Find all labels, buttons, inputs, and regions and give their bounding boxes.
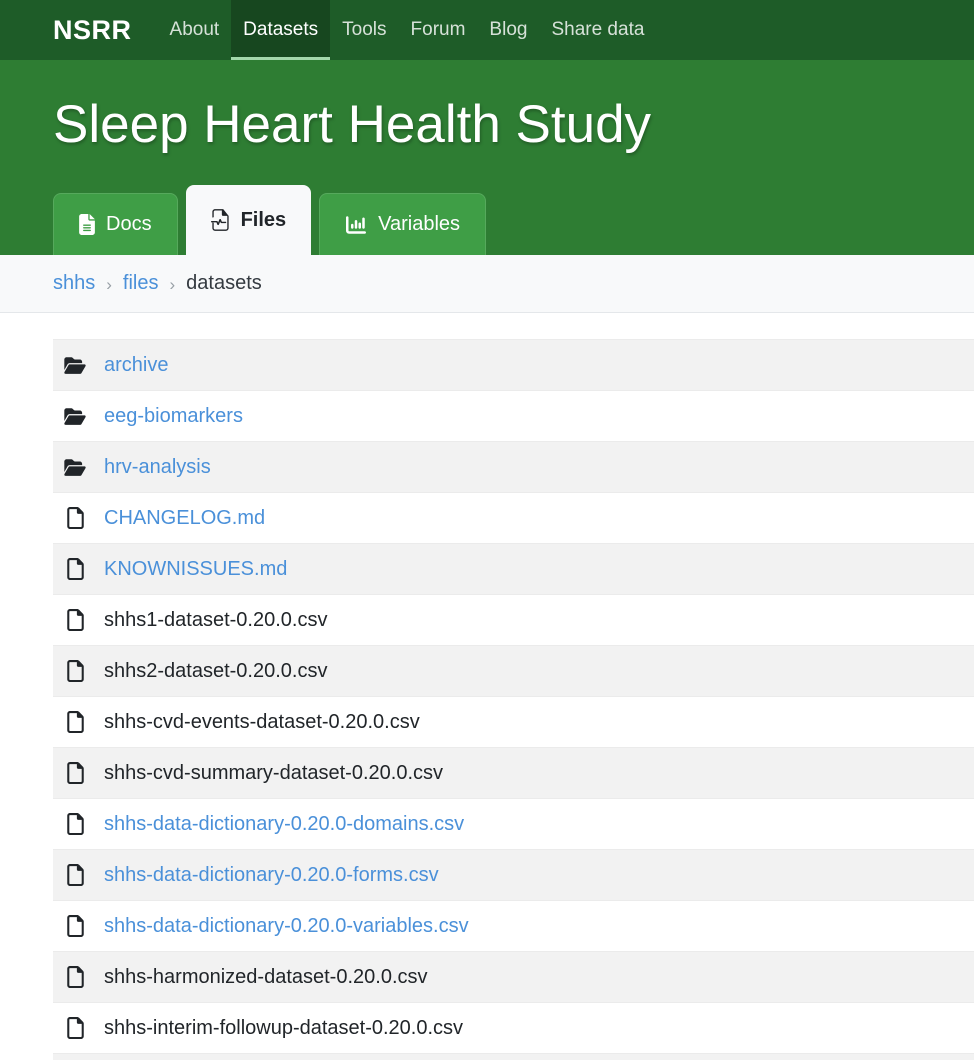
top-navbar: NSRR About Datasets Tools Forum Blog Sha… — [0, 0, 974, 60]
file-name[interactable]: eeg-biomarkers — [104, 404, 243, 427]
nav-item[interactable]: Datasets — [231, 0, 331, 60]
file-name[interactable]: shhs-data-dictionary-0.20.0-domains.csv — [104, 812, 465, 835]
file-icon — [66, 660, 84, 682]
file-name: shhs-harmonized-dataset-0.20.0.csv — [104, 965, 428, 988]
file-icon — [66, 507, 84, 529]
file-row[interactable]: archive — [53, 340, 974, 391]
dataset-tabs: Docs Files Variables — [53, 185, 487, 255]
file-icon — [66, 711, 84, 733]
tab-variables[interactable]: Variables — [319, 193, 487, 255]
breadcrumb: shhs › files › datasets — [0, 255, 974, 313]
tab-files[interactable]: Files — [185, 185, 312, 255]
chart-column-icon — [345, 215, 367, 235]
file-row: shhs-harmonized-dataset-0.20.0.csv — [53, 952, 974, 1003]
folder-open-icon — [63, 458, 87, 477]
nav-item[interactable]: Tools — [342, 19, 387, 40]
folder-open-icon — [63, 407, 87, 426]
partial-next-row — [53, 1054, 974, 1060]
tab-variables-label: Variables — [378, 213, 461, 235]
file-row[interactable]: eeg-biomarkers — [53, 391, 974, 442]
breadcrumb-current: datasets — [186, 272, 262, 294]
file-name[interactable]: shhs-data-dictionary-0.20.0-variables.cs… — [104, 914, 469, 937]
file-browser: archive eeg-biomarkers — [53, 339, 974, 1060]
file-icon — [66, 813, 84, 835]
file-icon — [66, 915, 84, 937]
file-icon — [66, 966, 84, 988]
breadcrumb-shhs[interactable]: shhs — [53, 272, 96, 294]
nav-item[interactable]: Blog — [489, 19, 528, 40]
file-row[interactable]: KNOWNISSUES.md — [53, 544, 974, 595]
breadcrumb-files[interactable]: files — [122, 272, 159, 294]
nav-item[interactable]: Share data — [551, 19, 645, 40]
file-name[interactable]: archive — [104, 353, 169, 376]
file-row: shhs1-dataset-0.20.0.csv — [53, 595, 974, 646]
file-lines-icon — [79, 214, 95, 235]
file-row[interactable]: shhs-data-dictionary-0.20.0-variables.cs… — [53, 901, 974, 952]
file-waveform-icon — [210, 209, 230, 231]
file-name[interactable]: shhs-data-dictionary-0.20.0-forms.csv — [104, 863, 439, 886]
tab-docs[interactable]: Docs — [53, 193, 178, 255]
file-row: shhs-cvd-summary-dataset-0.20.0.csv — [53, 748, 974, 799]
page-title: Sleep Heart Health Study — [53, 95, 652, 154]
file-name: shhs-cvd-events-dataset-0.20.0.csv — [104, 710, 420, 733]
hero-banner: Sleep Heart Health Study Docs Files Vari… — [0, 60, 974, 255]
file-name: shhs-interim-followup-dataset-0.20.0.csv — [104, 1016, 464, 1039]
file-name[interactable]: CHANGELOG.md — [104, 506, 266, 529]
file-row[interactable]: CHANGELOG.md — [53, 493, 974, 544]
file-name: shhs2-dataset-0.20.0.csv — [104, 659, 328, 682]
file-icon — [66, 609, 84, 631]
breadcrumb-separator: › — [106, 274, 112, 294]
folder-open-icon — [63, 356, 87, 375]
tab-files-label: Files — [240, 208, 287, 231]
file-row[interactable]: shhs-data-dictionary-0.20.0-forms.csv — [53, 850, 974, 901]
nav-item[interactable]: Forum — [410, 19, 466, 40]
file-name[interactable]: hrv-analysis — [104, 455, 211, 478]
file-row: shhs-interim-followup-dataset-0.20.0.csv — [53, 1003, 974, 1054]
file-name: shhs-cvd-summary-dataset-0.20.0.csv — [104, 761, 444, 784]
file-row[interactable]: shhs-data-dictionary-0.20.0-domains.csv — [53, 799, 974, 850]
file-icon — [66, 864, 84, 886]
file-row: shhs-cvd-events-dataset-0.20.0.csv — [53, 697, 974, 748]
file-row: shhs2-dataset-0.20.0.csv — [53, 646, 974, 697]
file-name: shhs1-dataset-0.20.0.csv — [104, 608, 328, 631]
file-icon — [66, 762, 84, 784]
breadcrumb-separator: › — [169, 274, 176, 294]
file-row[interactable]: hrv-analysis — [53, 442, 974, 493]
file-icon — [66, 1017, 84, 1039]
file-icon — [66, 558, 84, 580]
file-list: archive eeg-biomarkers — [53, 339, 974, 1054]
file-name[interactable]: KNOWNISSUES.md — [104, 557, 288, 580]
nav-item[interactable]: About — [169, 19, 220, 40]
nsrr-brand-link[interactable]: NSRR — [53, 14, 132, 45]
tab-docs-label: Docs — [106, 213, 152, 235]
nav-menu: About Datasets Tools Forum Blog Share da… — [158, 0, 657, 60]
